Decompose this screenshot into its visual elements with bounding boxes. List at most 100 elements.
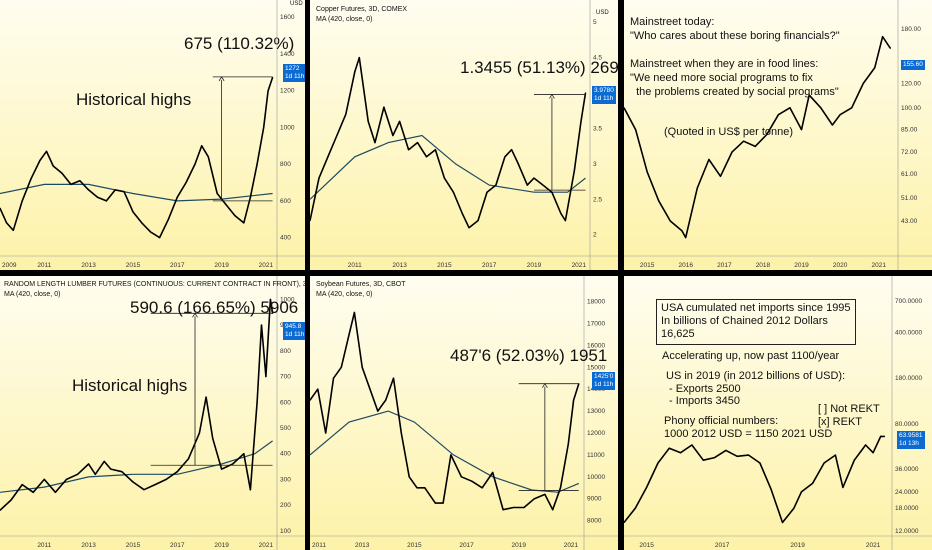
y-tick-label: 9000 — [587, 496, 602, 503]
panel-lumber: 1002003004005006007008009001000201120132… — [0, 276, 305, 550]
price-point — [883, 435, 886, 437]
price-point — [743, 140, 745, 142]
historical-highs-label: Historical highs — [72, 376, 188, 395]
price-badge-time: 1d 11h — [285, 330, 305, 338]
price-point — [265, 375, 267, 378]
price-point — [369, 388, 371, 390]
plot-background — [310, 276, 618, 550]
price-point — [260, 324, 263, 326]
y-tick-label: 51.00 — [901, 195, 918, 202]
price-point — [123, 191, 125, 193]
y-tick-label: 400 — [280, 451, 291, 458]
x-tick-label: 2019 — [214, 262, 229, 269]
price-point — [43, 478, 45, 481]
price-point — [361, 366, 363, 368]
price-point — [646, 171, 648, 173]
price-badge-time: 1d 11h — [285, 72, 305, 80]
x-tick-label: 2015 — [437, 262, 452, 269]
accelerating-note: Accelerating up, now past 1100/year — [662, 350, 840, 362]
x-tick-label: 2013 — [355, 542, 370, 549]
price-point — [243, 453, 245, 455]
rekt-checklist: [ ] Not REKT [x] REKT — [818, 403, 880, 428]
price-point — [669, 220, 671, 222]
price-point — [834, 454, 836, 456]
price-point — [21, 483, 23, 486]
price-point — [232, 463, 234, 465]
y-tick-label: 1200 — [280, 88, 295, 95]
price-point — [504, 156, 506, 158]
price-point — [318, 177, 320, 179]
y-tick-label: 15000 — [587, 364, 605, 371]
price-point — [747, 454, 750, 456]
price-point — [143, 489, 145, 491]
price-point — [808, 94, 810, 96]
price-point — [777, 114, 779, 116]
x-tick-label: 2013 — [81, 542, 96, 549]
y-tick-label: 1600 — [280, 14, 295, 21]
price-point — [702, 459, 704, 461]
chart-title: Copper Futures, 3D, COMEX — [316, 6, 408, 13]
price-point — [759, 462, 761, 464]
y-tick-label: 18000 — [587, 299, 605, 306]
chart-svg: 1002003004005006007008009001000201120132… — [0, 276, 305, 550]
y-tick-label: 12000 — [587, 430, 605, 437]
price-line — [624, 35, 891, 239]
price-point — [461, 212, 463, 215]
historical-highs-label: Historical highs — [76, 90, 192, 109]
price-point — [30, 178, 32, 180]
price-point — [544, 493, 546, 495]
price-point — [61, 172, 63, 174]
price-point — [141, 222, 143, 224]
panel-soybean: 8000 9000 10000 11000 12000 13000 14000 15000 16… — [310, 276, 618, 550]
plot-background — [624, 276, 932, 550]
price-point — [187, 458, 189, 460]
price-point — [392, 134, 394, 137]
price-point — [408, 476, 410, 478]
price-point — [167, 218, 170, 220]
y-tick-label: 36.0000 — [895, 466, 919, 473]
price-point — [65, 478, 68, 481]
price-point — [889, 47, 891, 49]
x-tick-label: 2017 — [170, 262, 185, 269]
price-point — [874, 67, 876, 69]
y-tick-label: 180.0000 — [895, 375, 922, 382]
price-point — [194, 163, 196, 165]
price-point — [567, 443, 569, 445]
x-tick-label: 2021 — [259, 262, 274, 269]
price-point — [267, 90, 269, 92]
price-point — [76, 473, 79, 475]
price-point — [471, 480, 473, 482]
price-point — [481, 487, 483, 489]
price-point — [460, 476, 462, 478]
plot-background — [310, 0, 618, 270]
x-tick-label: 2020 — [833, 262, 848, 269]
y-tick-label: 1000 — [280, 124, 295, 131]
price-point — [327, 156, 329, 158]
price-point — [851, 107, 853, 109]
price-point — [207, 156, 209, 158]
price-point — [198, 432, 201, 434]
price-badge-value: 945.8 — [285, 323, 302, 330]
price-point — [256, 163, 258, 165]
price-point — [789, 107, 791, 109]
price-badge-value: 3.9780 — [594, 87, 614, 94]
y-tick-label: 3 — [593, 161, 597, 168]
price-point — [443, 177, 445, 179]
price-point — [345, 113, 347, 115]
price-point — [668, 447, 670, 449]
price-point — [823, 462, 825, 464]
price-point — [624, 521, 625, 524]
price-point — [680, 452, 682, 454]
price-point — [502, 509, 504, 511]
price-point — [862, 82, 864, 85]
panel-historical-highs-top: 400 600 800 1000 1200 1400 1600 2009 2011 2013 201… — [0, 0, 305, 270]
price-point — [201, 145, 203, 147]
x-tick-label: 2015 — [126, 262, 141, 269]
price-point — [154, 483, 156, 486]
y-tick-label: 100.00 — [901, 105, 921, 112]
price-point — [367, 120, 369, 122]
price-point — [79, 180, 81, 182]
price-point — [114, 189, 116, 191]
price-point — [256, 401, 258, 403]
